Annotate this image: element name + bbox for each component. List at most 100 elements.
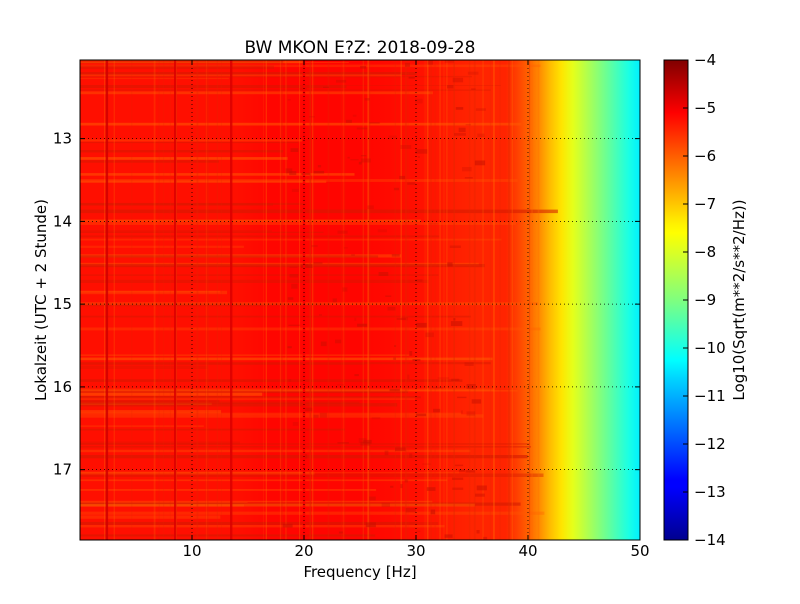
- texture-streak: [80, 302, 539, 306]
- texture-speckle: [391, 254, 400, 257]
- texture-streak: [80, 202, 307, 205]
- texture-speckle: [400, 145, 412, 149]
- texture-line: [205, 60, 206, 540]
- texture-streak: [80, 91, 433, 95]
- texture-line: [537, 60, 539, 540]
- texture-line: [362, 60, 365, 540]
- texture-line: [482, 60, 484, 540]
- texture-speckle: [449, 245, 461, 248]
- texture-streak: [80, 327, 541, 331]
- texture-speckle: [389, 388, 400, 392]
- texture-line: [538, 60, 540, 540]
- colorbar-tick-label: −5: [694, 99, 716, 117]
- texture-speckle: [430, 509, 436, 515]
- texture-streak: [80, 72, 417, 75]
- texture-streak: [80, 290, 228, 295]
- texture-streak: [80, 365, 208, 369]
- spectral-peak-line: [230, 60, 233, 540]
- texture-speckle: [464, 177, 473, 179]
- texture-streak: [80, 75, 472, 78]
- texture-speckle: [453, 318, 456, 321]
- texture-speckle: [393, 357, 396, 360]
- texture-streak: [80, 274, 439, 276]
- texture-streak: [80, 279, 429, 283]
- texture-speckle: [343, 247, 348, 249]
- texture-streak: [80, 219, 422, 222]
- texture-streak: [80, 425, 204, 427]
- texture-speckle: [395, 447, 406, 452]
- texture-speckle: [465, 470, 475, 473]
- grid: [80, 60, 640, 540]
- texture-speckle: [452, 77, 464, 83]
- texture-speckle: [450, 321, 463, 326]
- texture-speckle: [447, 262, 453, 267]
- texture-line: [426, 60, 429, 540]
- texture-line: [493, 60, 495, 540]
- texture-streak: [80, 231, 324, 233]
- texture-speckle: [415, 98, 423, 104]
- texture-streak: [80, 489, 377, 491]
- texture-speckle: [332, 298, 337, 303]
- texture-streak: [80, 379, 463, 382]
- y-tick-label: 13: [53, 130, 72, 148]
- texture-streak: [80, 473, 544, 477]
- texture-speckle: [404, 479, 408, 483]
- texture-speckle: [415, 279, 423, 282]
- texture-speckle: [337, 442, 349, 444]
- texture-streak: [80, 357, 493, 361]
- texture-streak: [80, 245, 244, 248]
- texture-line: [407, 60, 409, 540]
- texture-line: [340, 60, 342, 540]
- texture-speckle: [282, 523, 293, 528]
- texture-speckle: [408, 76, 415, 79]
- texture-speckle: [303, 454, 308, 459]
- texture-line: [394, 60, 396, 540]
- texture-streak: [80, 89, 491, 91]
- texture-speckle: [350, 159, 359, 161]
- texture-line: [327, 60, 330, 540]
- texture-speckle: [357, 323, 368, 327]
- texture-speckle: [337, 384, 344, 386]
- texture-speckle: [390, 485, 394, 488]
- texture-streak: [80, 396, 421, 399]
- texture-speckle: [384, 450, 389, 456]
- plot-frame: [79, 59, 641, 541]
- texture-line: [113, 60, 115, 540]
- spectrogram-texture: [80, 60, 558, 540]
- texture-streak: [80, 179, 518, 182]
- texture-speckle: [335, 339, 342, 344]
- texture-speckle: [417, 156, 420, 158]
- colorbar-ticks: −4 −5 −6 −7 −8 −9 −10 −11 −12 −13 −14: [683, 51, 726, 549]
- texture-speckle: [405, 507, 416, 513]
- texture-streak: [80, 500, 433, 503]
- texture-line: [424, 60, 426, 540]
- texture-line: [429, 60, 432, 540]
- texture-speckle: [476, 485, 487, 491]
- texture-line: [309, 60, 312, 540]
- texture-speckle: [457, 396, 467, 399]
- texture-speckle: [458, 127, 466, 133]
- texture-speckle: [304, 264, 308, 266]
- texture-streak: [80, 203, 273, 206]
- texture-speckle: [303, 407, 313, 412]
- texture-speckle: [393, 187, 400, 191]
- texture-line: [439, 60, 441, 540]
- texture-speckle: [471, 88, 476, 90]
- texture-streak: [80, 264, 485, 268]
- texture-speckle: [454, 464, 464, 467]
- texture-line: [508, 60, 510, 540]
- texture-speckle: [444, 534, 453, 538]
- texture-streak: [80, 362, 491, 365]
- texture-streak: [80, 397, 416, 400]
- texture-speckle: [466, 384, 476, 389]
- colorbar-tick-label: −8: [694, 243, 716, 261]
- texture-speckle: [358, 161, 362, 165]
- texture-line: [529, 60, 531, 540]
- texture-line: [281, 60, 283, 540]
- texture-speckle: [290, 148, 299, 152]
- texture-streak: [80, 303, 331, 307]
- colorbar-tick-label: −4: [694, 51, 716, 69]
- x-ticks: 10 20 30 40 50: [182, 60, 650, 560]
- texture-line: [196, 60, 199, 540]
- texture-speckle: [360, 441, 371, 446]
